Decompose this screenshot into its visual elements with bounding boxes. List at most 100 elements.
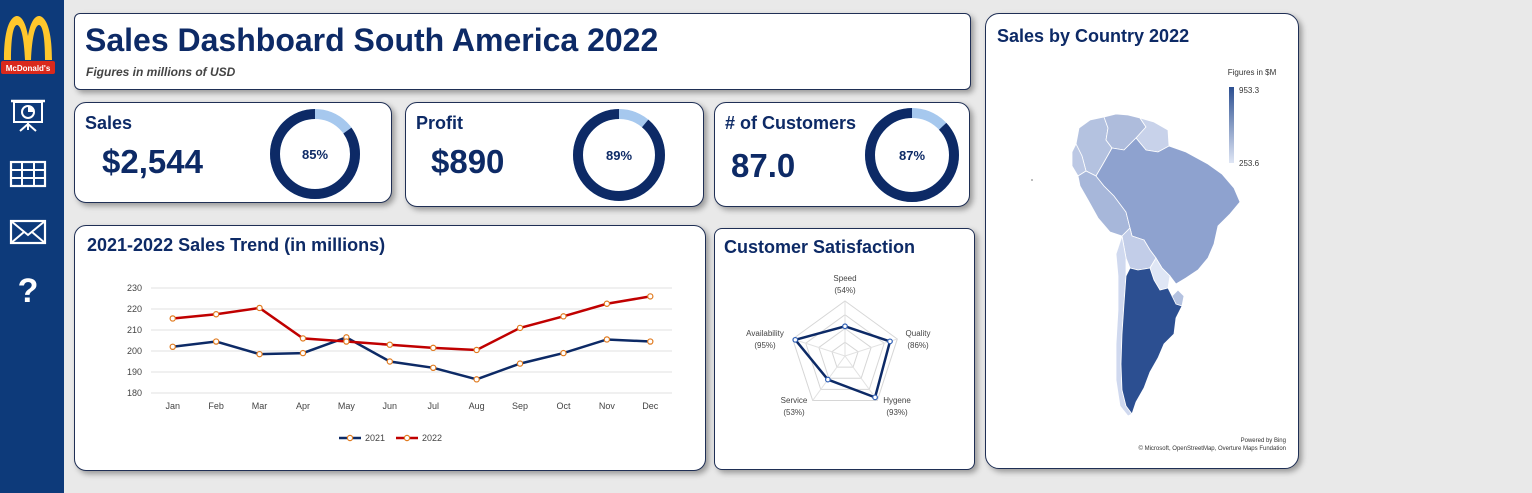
kpi-donut: 89% — [573, 109, 665, 201]
y-tick-label: 190 — [127, 367, 142, 377]
y-tick-label: 200 — [127, 346, 142, 356]
map-country-brazil[interactable] — [1095, 137, 1241, 285]
map-legend-max: 953.3 — [1239, 86, 1260, 95]
x-tick-label: Mar — [252, 401, 268, 411]
radar-spoke — [792, 338, 846, 357]
legend-label: 2022 — [422, 433, 442, 443]
radar-axis-value: (86%) — [907, 341, 929, 350]
kpi-label: Profit — [416, 113, 463, 133]
x-tick-label: Jul — [427, 401, 439, 411]
mail-icon[interactable] — [8, 214, 48, 250]
kpi-value: $890 — [431, 143, 505, 180]
kpi-card-customers: # of Customers 87.0 87% — [714, 102, 970, 207]
x-tick-label: Feb — [208, 401, 224, 411]
x-tick-label: Apr — [296, 401, 310, 411]
data-point — [647, 338, 654, 345]
y-tick-label: 230 — [127, 283, 142, 293]
help-icon[interactable]: ? — [8, 270, 48, 306]
x-tick-label: Sep — [512, 401, 528, 411]
x-tick-label: Oct — [556, 401, 571, 411]
radar-point — [842, 323, 848, 330]
radar-point — [872, 394, 878, 401]
radar-axis-value: (93%) — [886, 408, 908, 417]
svg-text:?: ? — [18, 272, 39, 306]
radar-axis-name: Speed — [833, 274, 856, 283]
donut-fill — [865, 108, 959, 202]
data-point — [473, 346, 480, 354]
radar-point — [887, 338, 893, 345]
mcdonalds-logo: McDonald's — [1, 16, 55, 74]
donut-percent-label: 87% — [899, 148, 925, 163]
legend-label: 2021 — [365, 433, 385, 443]
donut-percent-label: 89% — [606, 148, 632, 163]
radar-axis-value: (95%) — [754, 341, 776, 350]
satisfaction-radar-chart: Speed (54%) Quality (86%) Hygene (93%) Service… — [746, 274, 931, 417]
radar-grid-ring — [831, 341, 859, 368]
south-america-map: Figures in $M 953.3 253.6 Powered by Bin… — [1031, 68, 1286, 452]
radar-grid-ring — [818, 327, 872, 379]
radar-spoke — [844, 355, 878, 401]
radar-axis-value: (54%) — [834, 286, 856, 295]
x-tick-label: Nov — [599, 401, 616, 411]
data-point — [256, 304, 263, 312]
x-tick-label: Dec — [642, 401, 659, 411]
data-point — [212, 311, 220, 318]
data-point — [647, 293, 654, 300]
data-point — [343, 338, 350, 345]
data-point — [603, 300, 611, 307]
data-point — [473, 376, 480, 383]
kpi-donut: 85% — [270, 109, 360, 199]
data-point — [169, 315, 176, 322]
x-tick-label: Jan — [165, 401, 180, 411]
map-credit-bing: Powered by Bing — [1241, 438, 1286, 444]
map-legend-min: 253.6 — [1239, 159, 1260, 168]
satisfaction-title: Customer Satisfaction — [724, 237, 916, 257]
logo-text: McDonald's — [6, 64, 51, 73]
header-card: Sales Dashboard South America 2022 Figur… — [74, 13, 971, 90]
map-legend-title: Figures in $M — [1228, 68, 1277, 77]
kpi-label: Sales — [85, 113, 133, 133]
data-point — [386, 358, 393, 365]
data-point — [169, 343, 176, 351]
radar-axis-name: Hygene — [883, 396, 911, 405]
kpi-value: $2,544 — [102, 143, 203, 180]
table-icon[interactable] — [8, 156, 48, 192]
radar-grid-ring — [792, 300, 898, 401]
y-tick-label: 220 — [127, 304, 142, 314]
map-title: Sales by Country 2022 — [997, 26, 1190, 46]
data-point — [430, 364, 437, 371]
map-legend-scale — [1229, 87, 1234, 163]
donut-percent-label: 85% — [302, 147, 328, 162]
data-point — [299, 335, 307, 342]
radar-series — [793, 324, 892, 400]
series-line-2022 — [172, 295, 651, 352]
presentation-icon[interactable] — [8, 97, 48, 133]
satisfaction-card: Customer Satisfaction Speed (54%) Quality (… — [714, 228, 975, 470]
map-card: Sales by Country 2022 Figures in $M 953.… — [985, 13, 1299, 469]
data-point — [516, 324, 524, 332]
data-point — [603, 336, 611, 343]
map-credit-sources: © Microsoft, OpenStreetMap, Overture Map… — [1139, 445, 1286, 452]
x-tick-label: May — [338, 401, 356, 411]
map-country-uruguay[interactable] — [1171, 289, 1185, 307]
data-point — [516, 360, 524, 367]
x-tick-label: Aug — [469, 401, 485, 411]
radar-axis-value: (53%) — [783, 408, 805, 417]
radar-axis-name: Quality — [906, 329, 931, 338]
kpi-value: 87.0 — [731, 147, 796, 184]
x-tick-label: Jun — [383, 401, 398, 411]
data-point — [386, 341, 393, 348]
y-tick-label: 180 — [127, 388, 142, 398]
data-point — [299, 349, 307, 357]
data-point — [212, 338, 220, 345]
sales-trend-card: 2021-2022 Sales Trend (in millions) 180 1… — [74, 225, 706, 471]
data-point — [430, 344, 437, 352]
donut-fill — [573, 109, 665, 201]
donut-fill — [270, 109, 360, 199]
radar-axis-name: Availability — [746, 329, 784, 338]
trend-title: 2021-2022 Sales Trend (in millions) — [87, 235, 386, 255]
page-title: Sales Dashboard South America 2022 — [85, 22, 659, 58]
map-country-argentina[interactable] — [1120, 267, 1185, 415]
kpi-donut: 87% — [865, 108, 959, 202]
radar-axis-name: Service — [781, 396, 808, 405]
